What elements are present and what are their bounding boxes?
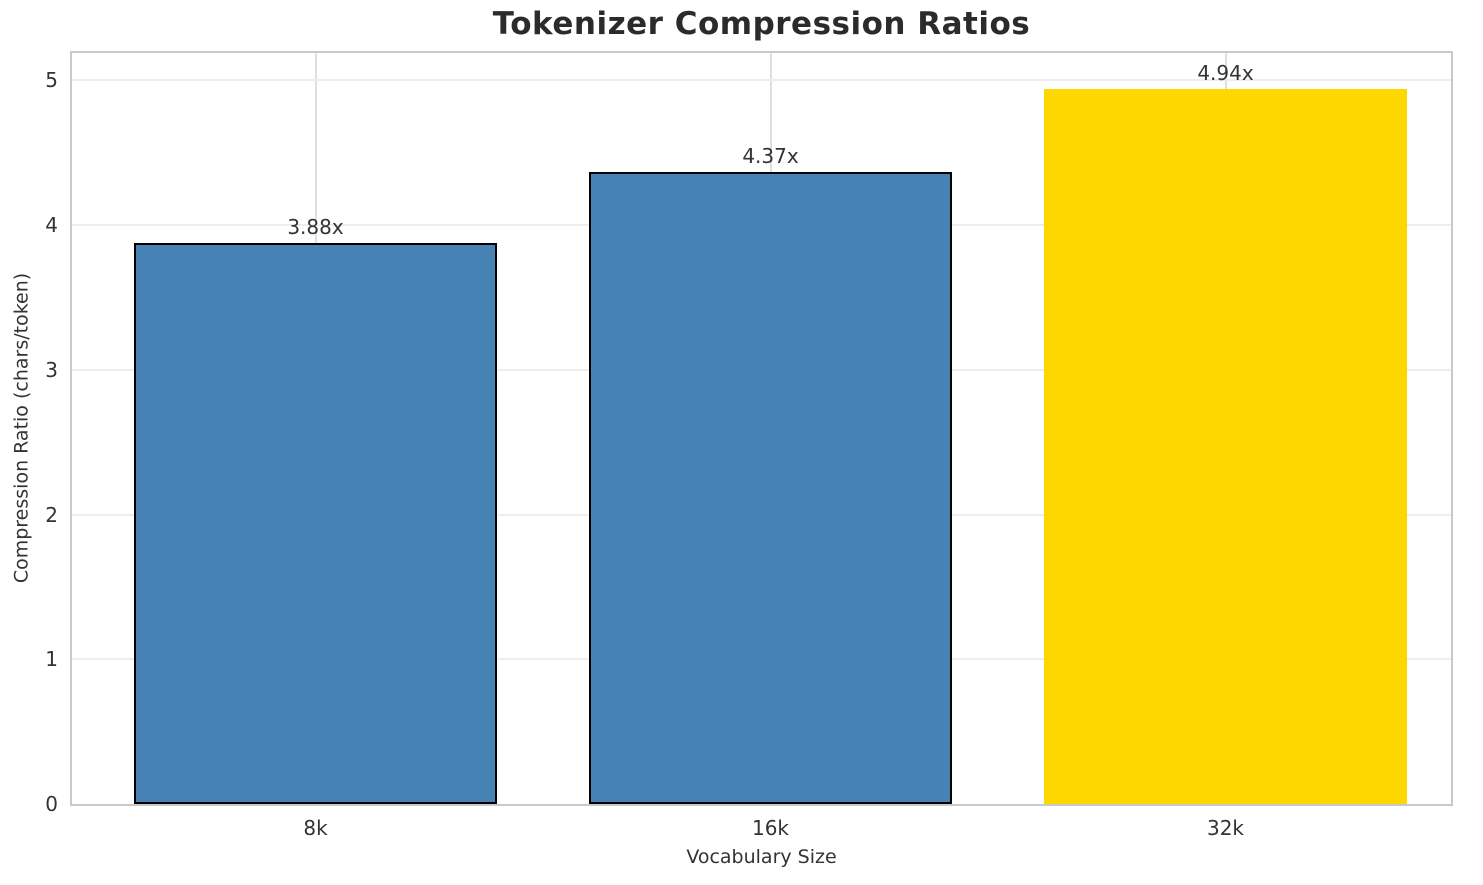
- y-tick-label-1: 1: [45, 647, 58, 672]
- bar-value-label-16k: 4.37x: [742, 143, 799, 168]
- bar-8k: [134, 242, 497, 804]
- x-tick-label-16k: 16k: [751, 816, 790, 840]
- y-tick-label-5: 5: [45, 68, 58, 93]
- y-tick-label-3: 3: [45, 357, 58, 382]
- bar-value-label-32k: 4.94x: [1197, 61, 1254, 86]
- x-tick-label-32k: 32k: [1206, 816, 1245, 840]
- bar-16k: [589, 171, 952, 804]
- bars-layer: 3.88x 4.37x 4.94x: [72, 53, 1451, 804]
- chart-title: Tokenizer Compression Ratios: [492, 6, 1031, 42]
- bar-value-label-8k: 3.88x: [287, 214, 344, 239]
- y-tick-label-4: 4: [45, 213, 58, 238]
- y-axis-label: Compression Ratio (chars/token): [10, 272, 33, 584]
- x-tick-label-8k: 8k: [303, 816, 328, 840]
- y-tick-label-2: 2: [45, 502, 58, 527]
- plot-area: 3.88x 4.37x 4.94x: [70, 51, 1453, 806]
- bar-32k: [1044, 89, 1407, 804]
- gridline-y-5: [72, 79, 1451, 82]
- y-tick-label-0: 0: [45, 792, 58, 816]
- x-axis-label: Vocabulary Size: [686, 846, 837, 868]
